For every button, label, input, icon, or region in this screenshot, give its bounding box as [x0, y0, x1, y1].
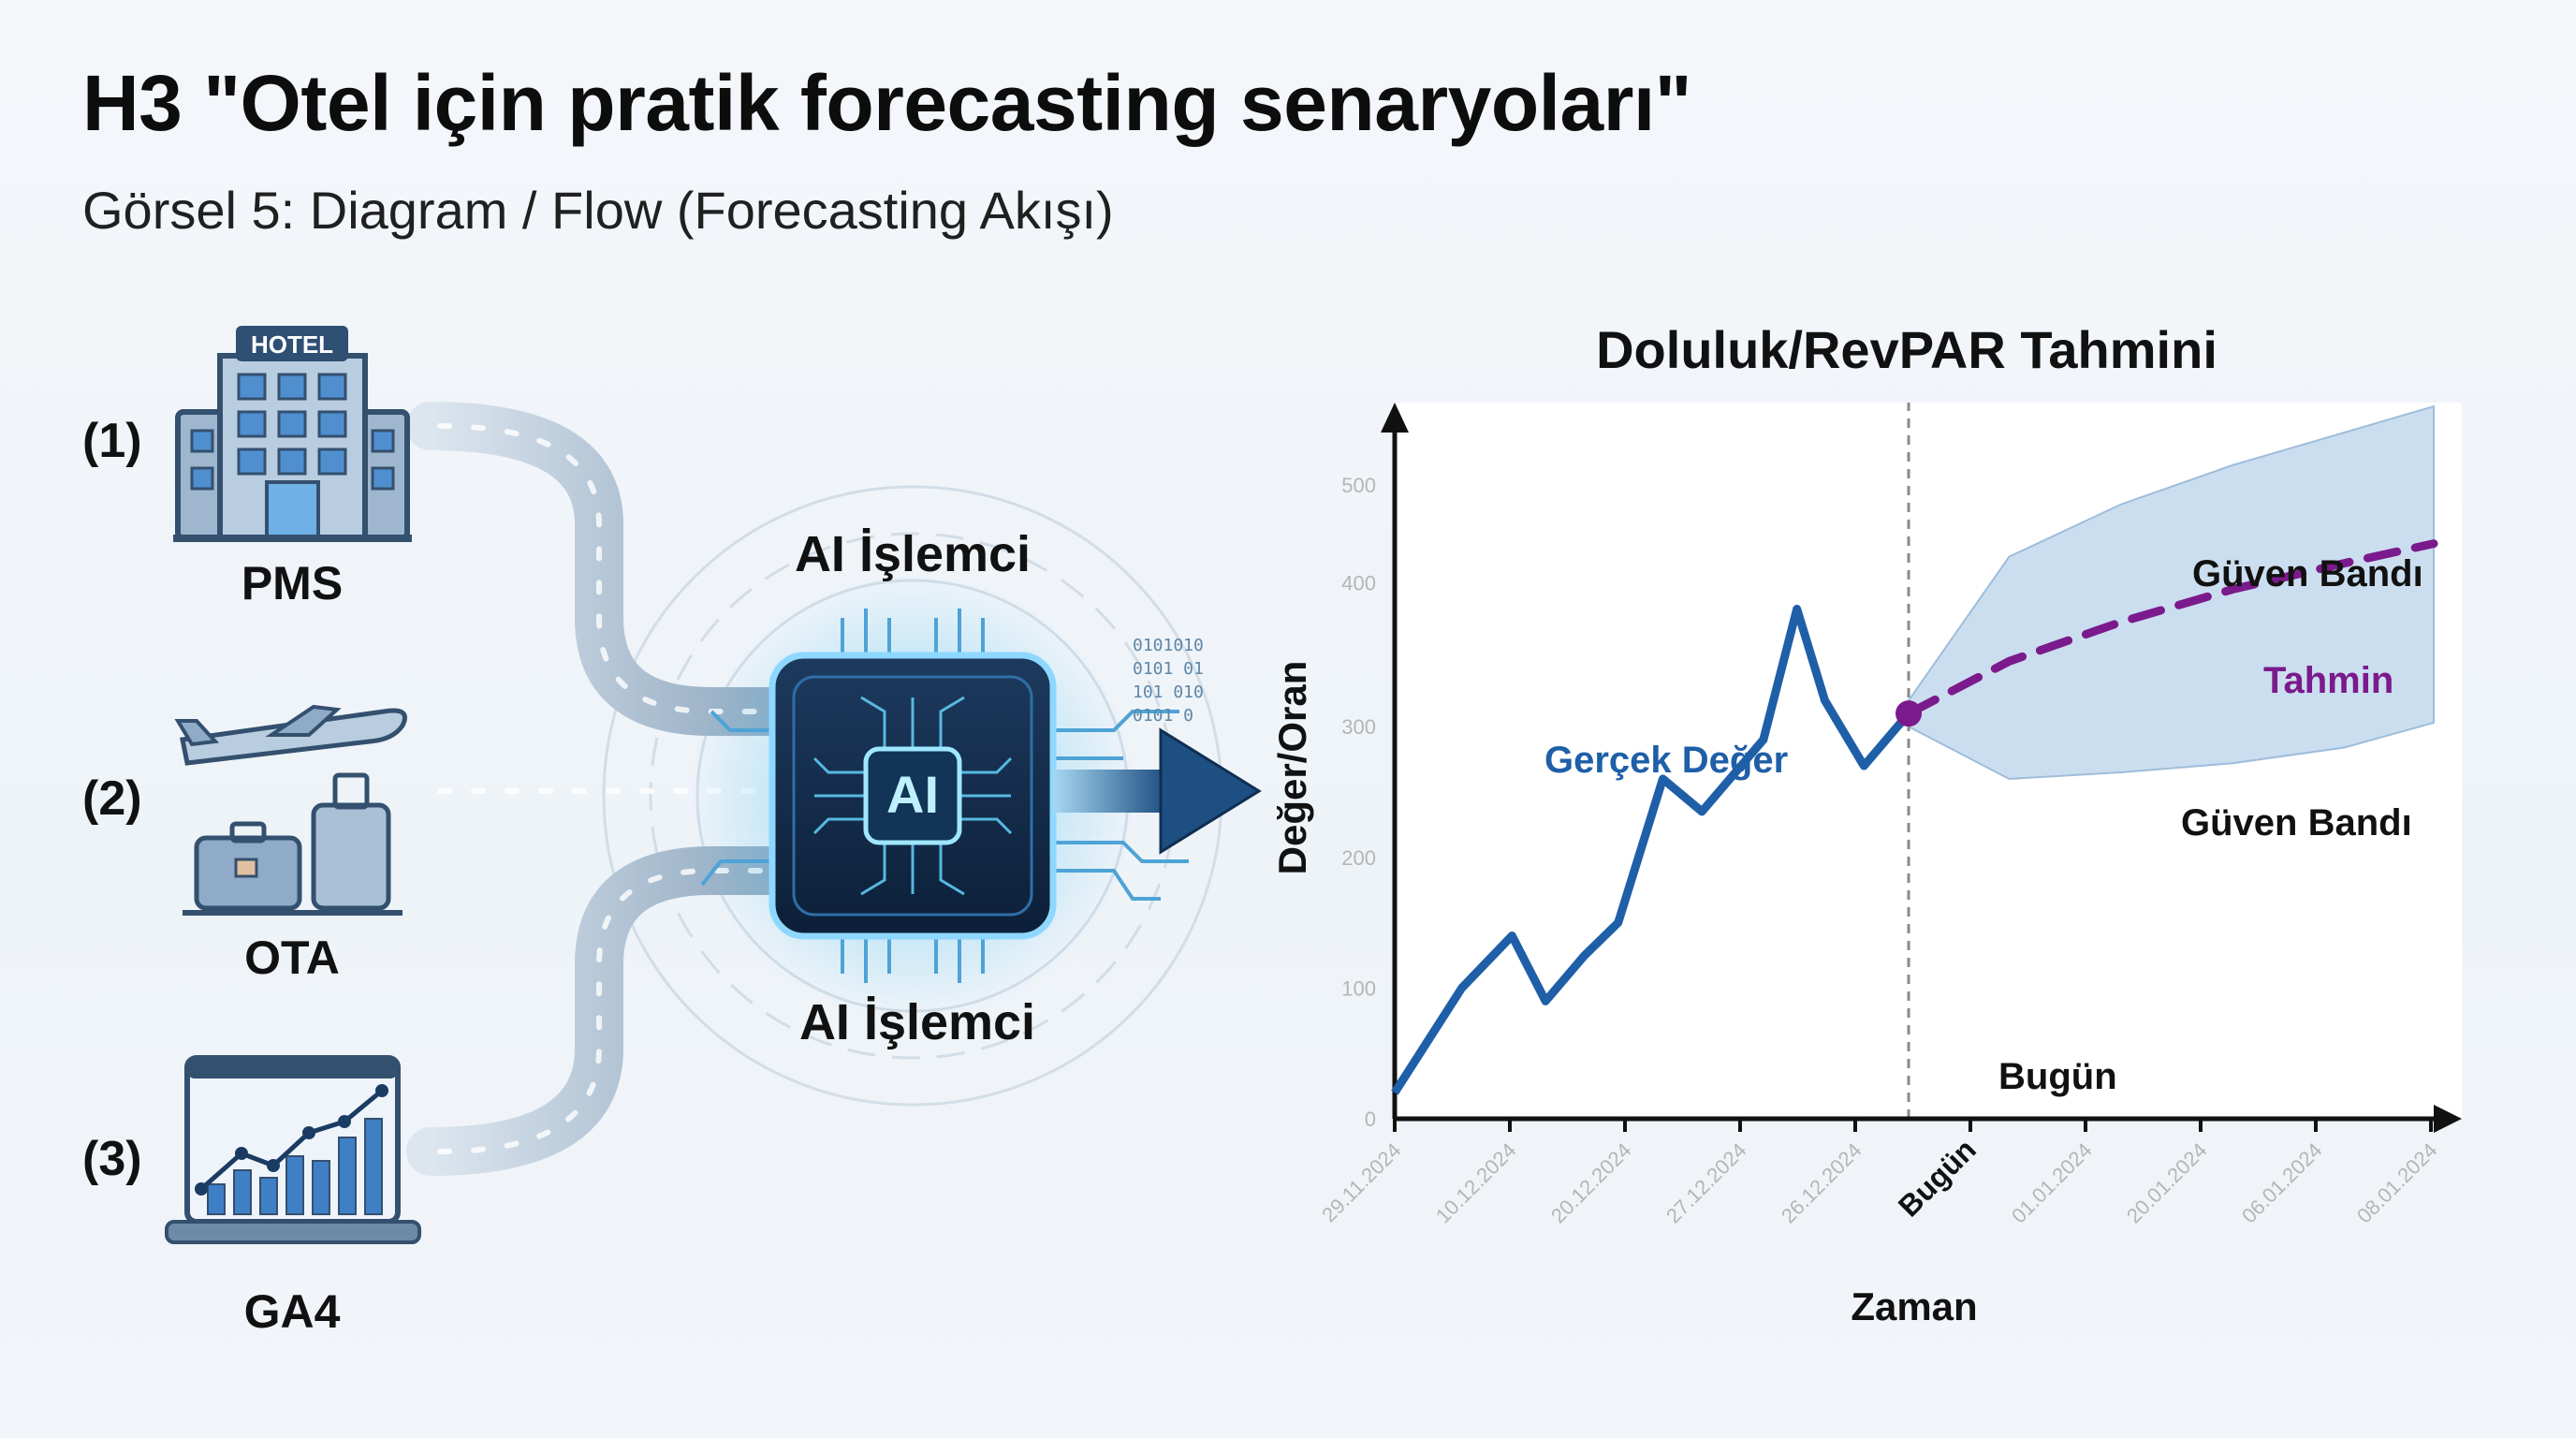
x-tick-label: 10.12.2024 — [1431, 1138, 1521, 1228]
y-axis-arrowhead — [1381, 403, 1409, 433]
y-tick-label: 400 — [1341, 572, 1376, 595]
hotel-sign: HOTEL — [251, 330, 333, 359]
x-tick-label: Bugün — [1892, 1132, 1983, 1223]
y-tick-label: 100 — [1341, 976, 1376, 1000]
binary-digits: 0101010 0101 01 101 010 0101 0 — [1133, 636, 1204, 726]
label-band-lower: Güven Bandı — [2181, 802, 2412, 844]
chip-text: AI — [886, 765, 939, 824]
x-tick-label: 27.12.2024 — [1661, 1138, 1751, 1228]
x-tick-label: 20.12.2024 — [1546, 1138, 1636, 1228]
source-ota: (2) OTA — [82, 704, 407, 984]
y-tick-label: 200 — [1341, 846, 1376, 870]
x-axis-label: Zaman — [1851, 1284, 1977, 1328]
plane-luggage-icon — [174, 704, 407, 916]
binary-line-1: 0101010 — [1133, 636, 1204, 655]
source-label: GA4 — [244, 1285, 341, 1338]
forecast-chart: Doluluk/RevPAR Tahmini 5004003002001000 … — [1270, 320, 2462, 1328]
output-arrow — [1053, 727, 1262, 855]
source-number: (3) — [82, 1132, 142, 1186]
y-tick-label: 500 — [1341, 474, 1376, 497]
page-title: H3 "Otel için pratik forecasting senaryo… — [82, 59, 1692, 147]
ai-processor: AI 0101010 0101 01 101 010 0101 0 AI İşl… — [688, 526, 1204, 1050]
binary-line-2: 0101 01 — [1133, 659, 1204, 679]
x-tick-label: 01.01.2024 — [2007, 1138, 2097, 1228]
hotel-icon: HOTEL — [173, 326, 412, 542]
label-today: Bugün — [1998, 1056, 2117, 1097]
x-tick-label: 06.01.2024 — [2237, 1138, 2327, 1228]
chart-title: Doluluk/RevPAR Tahmini — [1596, 320, 2217, 379]
binary-line-3: 101 010 — [1133, 682, 1204, 702]
source-number: (1) — [82, 414, 142, 468]
today-marker — [1895, 700, 1923, 727]
source-pms: (1) HOTEL PMS — [82, 326, 412, 609]
label-band-upper: Güven Bandı — [2192, 553, 2423, 594]
label-forecast: Tahmin — [2263, 660, 2393, 701]
processor-label-bottom: AI İşlemci — [799, 994, 1035, 1050]
page-subtitle: Görsel 5: Diagram / Flow (Forecasting Ak… — [82, 181, 1114, 240]
y-axis-label: Değer/Oran — [1270, 661, 1314, 875]
source-label: OTA — [244, 932, 340, 984]
x-axis-arrowhead — [2434, 1105, 2462, 1133]
y-tick-label: 300 — [1341, 715, 1376, 739]
source-number: (2) — [82, 771, 142, 826]
binary-line-4: 0101 0 — [1133, 706, 1193, 726]
x-axis-ticks: 29.11.2024 10.12.2024 20.12.2024 27.12.2024… — [1317, 1119, 2442, 1228]
actual-series-line — [1391, 604, 1912, 1095]
y-tick-label: 0 — [1365, 1108, 1376, 1131]
x-tick-label: 26.12.2024 — [1777, 1138, 1866, 1228]
forecast-series-line — [1904, 539, 2438, 718]
source-ga4: (3) GA4 — [82, 1055, 421, 1338]
processor-label-top: AI İşlemci — [795, 526, 1031, 582]
label-actual: Gerçek Değer — [1544, 740, 1788, 781]
x-tick-label: 20.01.2024 — [2122, 1138, 2212, 1228]
source-label: PMS — [242, 557, 343, 609]
y-axis-ticks: 500 400 300 200 100 0 — [1341, 474, 1376, 1131]
confidence-band — [1908, 404, 2435, 780]
x-tick-label: 29.11.2024 — [1317, 1138, 1405, 1226]
analytics-laptop-icon — [165, 1055, 421, 1244]
x-tick-label: 08.01.2024 — [2352, 1138, 2442, 1228]
